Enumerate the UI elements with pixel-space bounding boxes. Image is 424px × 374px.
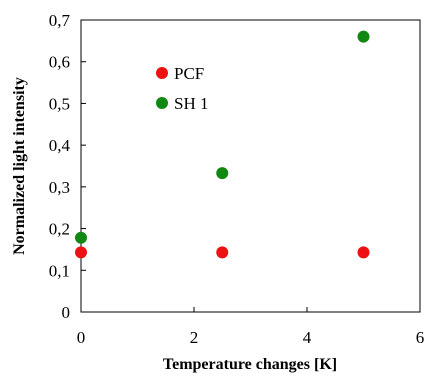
x-tick-label: 4 (303, 328, 312, 347)
legend-marker-sh-1 (156, 97, 168, 109)
point-sh-1 (357, 30, 370, 43)
x-tick-label: 2 (190, 328, 199, 347)
y-tick-label: 0,4 (49, 136, 71, 155)
data-points (75, 30, 370, 259)
y-axis-title: Normalized light intensity (11, 77, 28, 255)
x-axis-title: Temperature changes [K] (163, 356, 337, 373)
legend-label-sh-1: SH 1 (174, 94, 208, 113)
x-tick-label: 0 (77, 328, 86, 347)
y-tick-label: 0,6 (49, 53, 70, 72)
x-tick-label: 6 (416, 328, 424, 347)
y-tick-label: 0,1 (49, 261, 70, 280)
y-tick-label: 0,7 (49, 11, 71, 30)
point-sh-1 (75, 231, 87, 244)
y-tick-label: 0 (62, 303, 71, 322)
legend-label-pcf: PCF (174, 64, 204, 83)
legend: PCF SH 1 (156, 64, 208, 113)
point-pcf (75, 246, 87, 259)
y-tick-label: 0,2 (49, 220, 70, 239)
point-sh-1 (216, 167, 229, 180)
y-axis-ticks: 0 0,1 0,2 0,3 0,4 0,5 0,6 0,7 (49, 11, 86, 322)
point-pcf (216, 246, 229, 259)
x-axis-ticks: 0 2 4 6 (77, 307, 424, 347)
point-pcf (357, 246, 370, 259)
plot-frame (80, 19, 421, 313)
y-tick-label: 0,3 (49, 178, 70, 197)
y-tick-label: 0,5 (49, 94, 70, 113)
legend-marker-pcf (156, 67, 168, 79)
